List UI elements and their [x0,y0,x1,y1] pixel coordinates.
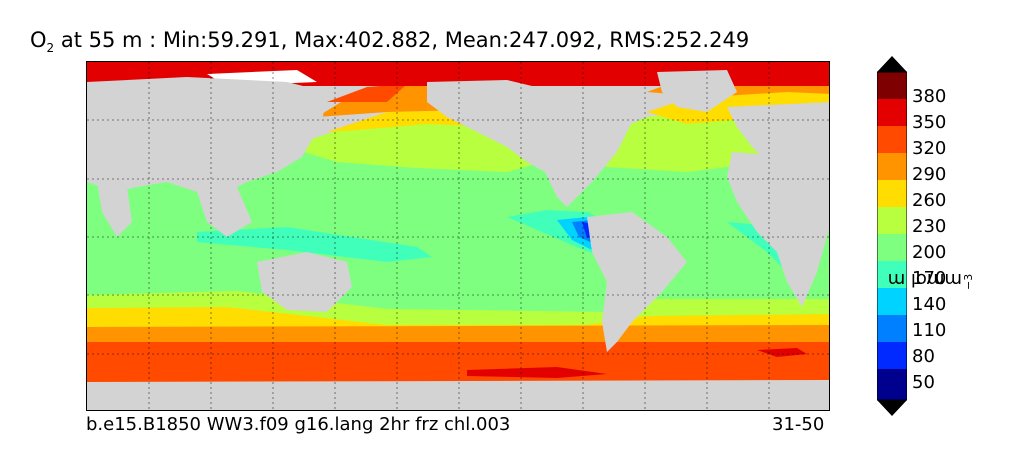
colorbar-units: mmol m [887,269,962,290]
colorbar-tick: 170 [912,268,947,289]
title-stats: at 55 m : Min:59.291, Max:402.882, Mean:… [54,28,750,52]
land-se-asia [197,187,252,237]
map-svg [87,62,829,410]
land-africa [727,152,829,307]
colorbar-swatch-80 [877,342,907,369]
title-subscript: 2 [46,41,55,56]
colorbar-tick: 320 [912,138,947,159]
land-south-america [587,212,687,352]
colorbar-label-text: mmol m −3 [888,269,984,290]
colorbar-units-exponent: −3 [962,273,975,290]
colorbar-tick: 110 [912,320,947,341]
land-india [97,182,132,237]
southern-380-patch [467,367,607,378]
land-greenland [657,70,737,112]
colorbar-swatch-140 [877,288,907,315]
colorbar-tick: 380 [912,86,947,107]
colorbar-bottom-arrow [877,400,907,416]
land-eurasia-west [87,77,327,192]
colorbar-tick: 80 [912,346,935,367]
ocean-map [86,61,830,411]
colorbar-tick: 290 [912,164,947,185]
colorbar-swatch-170 [877,261,907,288]
colorbar-swatch-200 [877,234,907,261]
southern-ocean-350 [87,340,829,382]
colorbar-swatch-380 [877,72,907,99]
colorbar-swatch-110 [877,315,907,342]
title-species: O [30,28,47,52]
colorbar-swatch-320 [877,126,907,153]
plot-title: O2 at 55 m : Min:59.291, Max:402.882, Me… [30,28,749,55]
year-range: 31-50 [772,414,825,435]
colorbar-swatch-260 [877,180,907,207]
colorbar-tick: 260 [912,190,947,211]
land-antarctica [87,380,829,410]
colorbar-tick: 200 [912,242,947,263]
colorbar-tick: 350 [912,112,947,133]
colorbar [877,56,907,416]
land-australia [257,252,352,312]
land-north-america [427,80,632,207]
colorbar-label: mmol m −3 [888,269,982,310]
colorbar-swatch-230 [877,207,907,234]
colorbar-swatch-50 [877,369,907,400]
southern-ocean-320 [87,324,829,342]
west-pacific-200 [197,227,432,262]
colorbar-swatch-290 [877,153,907,180]
colorbar-tick: 230 [912,216,947,237]
colorbar-top-arrow [877,56,907,72]
colorbar-swatch-350 [877,99,907,126]
graticule [87,62,829,410]
north-pacific-350 [327,84,407,102]
colorbar-tick: 140 [912,294,947,315]
colorbar-frame [877,71,907,401]
case-name: b.e15.B1850 WW3.f09 g16.lang 2hr frz chl… [86,414,511,435]
southern-380-patch-2 [757,348,807,357]
colorbar-tick: 50 [912,372,935,393]
